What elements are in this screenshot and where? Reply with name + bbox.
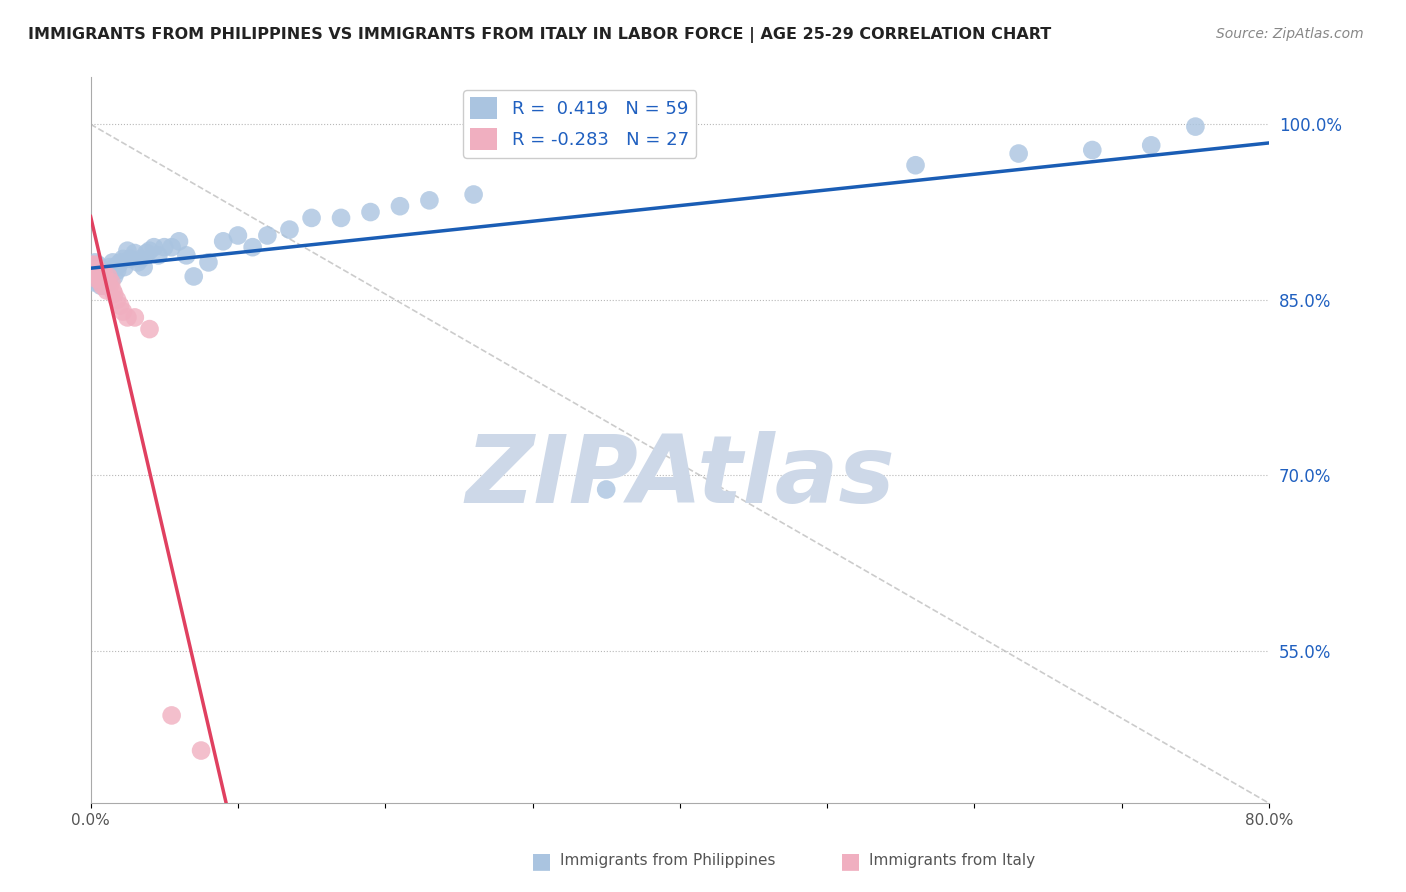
Point	[190, 743, 212, 757]
Text: ■: ■	[841, 851, 860, 871]
Point	[94, 275, 117, 289]
Point	[1140, 138, 1163, 153]
Point	[84, 255, 107, 269]
Point	[91, 269, 114, 284]
Point	[278, 222, 301, 236]
Point	[101, 284, 124, 298]
Point	[183, 269, 205, 284]
Point	[160, 240, 183, 254]
Point	[242, 240, 264, 254]
Point	[176, 248, 198, 262]
Point	[108, 255, 131, 269]
Point	[330, 211, 353, 225]
Point	[91, 269, 114, 284]
Point	[87, 258, 110, 272]
Point	[96, 284, 118, 298]
Point	[89, 263, 111, 277]
Point	[132, 260, 155, 274]
Point	[197, 255, 219, 269]
Point	[105, 263, 128, 277]
Point	[167, 235, 190, 249]
Point	[93, 263, 115, 277]
Point	[87, 267, 110, 281]
Text: Source: ZipAtlas.com: Source: ZipAtlas.com	[1216, 27, 1364, 41]
Point	[135, 246, 157, 260]
Point	[212, 235, 235, 249]
Text: Immigrants from Italy: Immigrants from Italy	[869, 854, 1035, 868]
Point	[153, 240, 176, 254]
Point	[86, 272, 108, 286]
Point	[83, 275, 105, 289]
Point	[100, 275, 122, 289]
Point	[129, 252, 152, 266]
Point	[1081, 143, 1104, 157]
Point	[84, 258, 107, 272]
Point	[108, 299, 131, 313]
Point	[98, 260, 121, 274]
Point	[80, 258, 103, 272]
Point	[256, 228, 278, 243]
Point	[1184, 120, 1206, 134]
Point	[84, 263, 107, 277]
Point	[117, 310, 139, 325]
Point	[107, 258, 129, 272]
Point	[103, 287, 125, 301]
Point	[86, 269, 108, 284]
Point	[124, 310, 146, 325]
Point	[160, 708, 183, 723]
Point	[111, 252, 134, 266]
Point	[89, 272, 111, 286]
Point	[93, 267, 115, 281]
Point	[226, 228, 249, 243]
Point	[94, 272, 117, 286]
Point	[388, 199, 411, 213]
Point	[89, 267, 111, 281]
Point	[418, 194, 440, 208]
Point	[87, 263, 110, 277]
Point	[86, 260, 108, 274]
Point	[120, 252, 142, 266]
Point	[91, 278, 114, 293]
Text: IMMIGRANTS FROM PHILIPPINES VS IMMIGRANTS FROM ITALY IN LABOR FORCE | AGE 25-29 : IMMIGRANTS FROM PHILIPPINES VS IMMIGRANT…	[28, 27, 1052, 43]
Point	[83, 263, 105, 277]
Point	[104, 260, 127, 274]
Point	[148, 248, 170, 262]
Point	[360, 205, 382, 219]
Point	[1007, 146, 1029, 161]
Point	[138, 244, 160, 258]
Point	[138, 322, 160, 336]
Point	[117, 244, 139, 258]
Point	[97, 275, 120, 289]
Point	[595, 483, 617, 497]
Point	[103, 269, 125, 284]
Point	[86, 263, 108, 277]
Point	[114, 260, 136, 274]
Point	[142, 240, 165, 254]
Text: Immigrants from Philippines: Immigrants from Philippines	[560, 854, 775, 868]
Text: ■: ■	[531, 851, 551, 871]
Point	[80, 269, 103, 284]
Point	[100, 263, 122, 277]
Point	[301, 211, 323, 225]
Point	[97, 269, 120, 284]
Point	[124, 246, 146, 260]
Point	[90, 278, 112, 293]
Point	[90, 275, 112, 289]
Point	[111, 304, 134, 318]
Point	[101, 255, 124, 269]
Point	[87, 269, 110, 284]
Point	[463, 187, 485, 202]
Point	[105, 293, 128, 307]
Legend: R =  0.419   N = 59, R = -0.283   N = 27: R = 0.419 N = 59, R = -0.283 N = 27	[463, 90, 696, 158]
Point	[98, 278, 121, 293]
Point	[127, 255, 149, 269]
Point	[96, 267, 118, 281]
Point	[904, 158, 927, 172]
Text: ZIPAtlas: ZIPAtlas	[465, 431, 894, 523]
